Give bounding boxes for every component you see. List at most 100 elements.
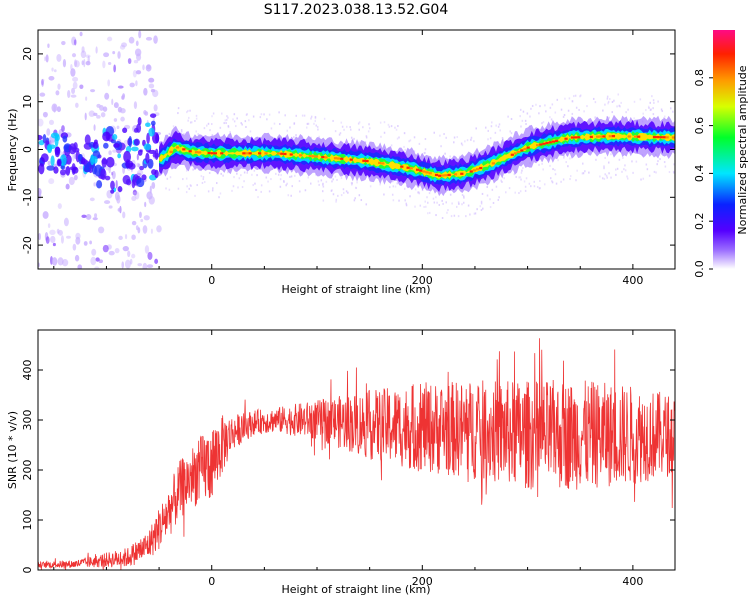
snr-ytick-label: 100	[21, 510, 34, 531]
spectrogram-peak-cell	[517, 150, 521, 153]
spectrogram-onset-cell	[91, 165, 97, 175]
spectrogram-halo-cell	[541, 162, 543, 165]
spectrogram-halo-cell	[368, 123, 370, 126]
spectrogram-peak-cell	[577, 136, 581, 139]
spectrogram-halo-cell	[207, 122, 210, 125]
spectrogram-noise-cell	[133, 101, 138, 110]
spectrogram-halo-cell	[435, 214, 437, 217]
spectrogram-noise-cell	[113, 118, 118, 122]
spectrogram-halo-cell	[627, 108, 629, 111]
spectrogram-halo-cell	[594, 101, 597, 104]
spectrogram-noise-cell	[48, 178, 55, 185]
spectrogram-halo-cell	[405, 202, 408, 205]
spectrogram-halo-cell	[608, 116, 610, 119]
spectrogram-noise-cell	[112, 149, 117, 153]
spectrogram-noise-cell	[45, 54, 49, 63]
spectrogram-halo-cell	[185, 169, 188, 172]
spectrogram-halo-cell	[263, 113, 265, 116]
spectrogram-halo-cell	[661, 110, 664, 113]
spectrogram-noise-cell	[147, 251, 153, 260]
spectrogram-noise-cell	[91, 248, 97, 256]
spectrogram-peak-cell	[248, 152, 252, 155]
spectrogram-halo-cell	[226, 118, 228, 121]
spectrogram-halo-cell	[353, 137, 355, 140]
spectrogram-noise-cell	[56, 106, 61, 113]
spectrogram-halo-cell	[623, 168, 625, 171]
spectrogram-noise-cell	[148, 77, 155, 83]
spectrogram-halo-cell	[567, 109, 570, 112]
spectrogram-halo-cell	[669, 107, 672, 110]
spectrogram-noise-cell	[136, 162, 140, 168]
spectrogram-halo-cell	[323, 117, 326, 120]
spectrogram-noise-cell	[48, 119, 55, 126]
spectrogram-noise-cell	[131, 234, 136, 240]
spectrogram-halo-cell	[334, 130, 337, 133]
spectrogram-onset-cell	[148, 127, 155, 137]
spectrogram-halo-cell	[461, 203, 463, 206]
spectrogram-halo-cell	[413, 136, 416, 139]
spectrogram-halo-cell	[425, 205, 427, 208]
spectrogram-halo-cell	[615, 173, 617, 176]
spectrogram-noise-cell	[39, 92, 46, 97]
spectrogram-halo-cell	[599, 175, 601, 178]
spectrogram-halo-cell	[545, 110, 547, 113]
spectrogram-halo-cell	[394, 126, 396, 129]
colorbar-gradient	[713, 30, 735, 269]
spectrogram-halo-cell	[356, 181, 358, 184]
spectrogram-noise-cell	[108, 150, 112, 156]
snr-xtick-label: 400	[622, 575, 643, 588]
spectrogram-halo-cell	[520, 125, 522, 128]
spectrogram-noise-cell	[71, 87, 76, 94]
spectrogram-halo-cell	[538, 112, 540, 115]
spectrogram-halo-cell	[331, 180, 333, 183]
spectrogram-onset-cell	[146, 132, 150, 145]
snr-ticks: 0 200 400 0 100 200 300 400	[21, 330, 675, 588]
spectrogram-halo-cell	[383, 193, 385, 196]
spectrogram-peak-cell	[378, 161, 382, 164]
spectrogram-onset-cell	[54, 149, 60, 158]
spectrogram-noise-cell	[47, 160, 51, 166]
spectrogram-halo-cell	[606, 95, 609, 98]
spectrogram-halo-cell	[395, 128, 398, 131]
spectrogram-halo-cell	[515, 175, 517, 178]
spectrogram-peak-cell	[526, 146, 530, 149]
spectrogram-halo-cell	[625, 111, 627, 114]
spectrogram-halo-cell	[620, 101, 622, 104]
spectrogram-onset-cell	[125, 160, 134, 169]
spectrogram-halo-cell	[668, 171, 671, 174]
spectrogram-onset-cell	[77, 154, 83, 162]
spectrogram-halo-cell	[432, 197, 435, 200]
spectrogram-halo-cell	[510, 117, 513, 120]
spectrogram-peak-cell	[365, 159, 369, 163]
spectrogram-noise-cell	[41, 78, 44, 86]
spectrogram-halo-cell	[569, 175, 572, 178]
spectrogram-noise-cell	[78, 165, 85, 170]
spectrogram-halo-cell	[480, 202, 483, 205]
spectrogram-halo-cell	[186, 185, 188, 188]
spectrogram-halo-cell	[396, 137, 399, 140]
spectrogram-halo-cell	[334, 175, 337, 178]
spectrogram-halo-cell	[560, 108, 563, 111]
spectrogram-halo-cell	[450, 215, 453, 218]
spectrogram-peak-cell	[213, 152, 218, 155]
spectrogram-halo-cell	[639, 98, 642, 101]
spectrogram-halo-cell	[191, 121, 193, 124]
spectrogram-peak-cell	[633, 135, 638, 138]
spectrogram-peak-cell	[545, 141, 549, 145]
spectrogram-peak-cell	[314, 155, 319, 158]
spectrogram-halo-cell	[501, 180, 503, 183]
spectrogram-halo-cell	[521, 169, 523, 172]
spectrogram-halo-cell	[444, 152, 446, 155]
spectrogram-halo-cell	[219, 192, 222, 195]
spectrogram-halo-cell	[336, 178, 338, 181]
spectrogram-halo-cell	[492, 201, 495, 204]
spectrogram-halo-cell	[314, 120, 317, 123]
spectrogram-onset-cell	[106, 156, 115, 168]
spectrogram-halo-cell	[603, 177, 606, 180]
spectrogram-noise-cell	[156, 225, 162, 233]
spectrogram-halo-cell	[391, 180, 394, 183]
spectrogram-halo-cell	[494, 131, 497, 134]
spectrogram-noise-cell	[73, 59, 78, 68]
spectrogram-halo-cell	[309, 182, 312, 185]
spectrogram-noise-cell	[100, 112, 106, 118]
